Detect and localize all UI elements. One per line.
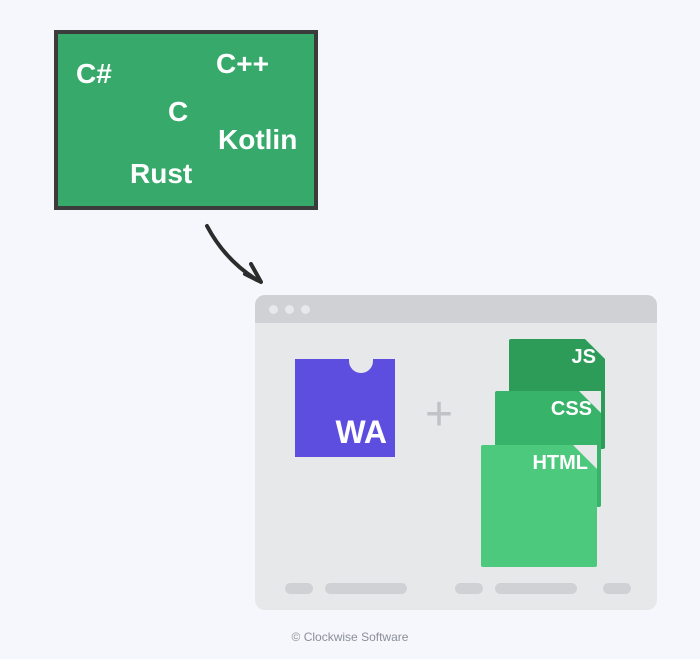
plus-icon: + (425, 387, 453, 442)
window-dot (285, 305, 294, 314)
browser-window: WA + JS CSS HTML (255, 295, 657, 610)
languages-box: C# C++ C Kotlin Rust (54, 30, 318, 210)
placeholder-bar (325, 583, 407, 594)
browser-titlebar (255, 295, 657, 323)
window-dot (301, 305, 310, 314)
placeholder-bar (495, 583, 577, 594)
wa-notch (349, 359, 373, 373)
placeholder-bar (455, 583, 483, 594)
file-corner (579, 391, 601, 413)
window-dot (269, 305, 278, 314)
file-corner (573, 445, 597, 469)
lang-c: C (168, 96, 188, 128)
lang-csharp: C# (76, 58, 112, 90)
webassembly-box: WA (295, 359, 395, 457)
placeholder-bar (603, 583, 631, 594)
arrow-icon (195, 220, 285, 305)
footer-credit: © Clockwise Software (0, 630, 700, 644)
placeholder-bar (285, 583, 313, 594)
lang-kotlin: Kotlin (218, 124, 297, 156)
file-corner (585, 339, 605, 359)
lang-cpp: C++ (216, 48, 269, 80)
file-html: HTML (481, 445, 597, 567)
lang-rust: Rust (130, 158, 192, 190)
wa-label: WA (335, 414, 387, 451)
